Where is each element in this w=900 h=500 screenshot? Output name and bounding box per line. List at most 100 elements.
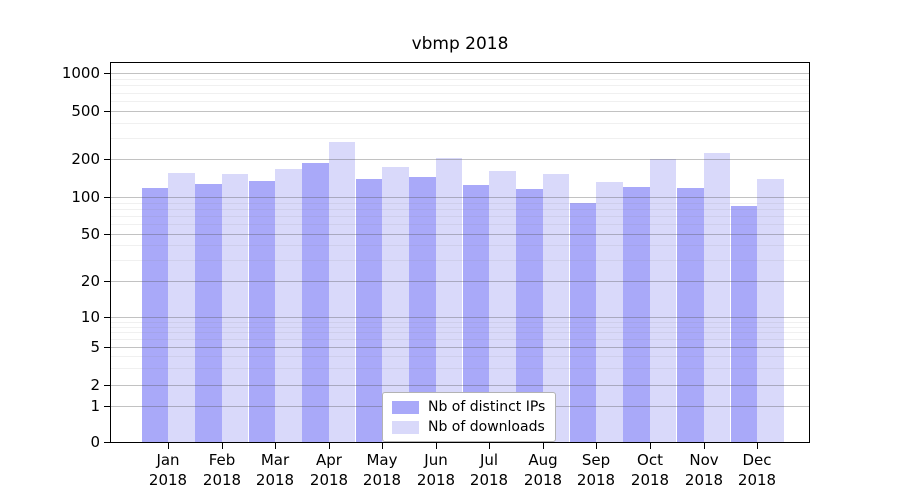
y-tick-label: 10 [80, 308, 100, 326]
bar-downloads-sep [596, 181, 623, 442]
y-tick-mark [104, 234, 110, 235]
x-tick-mark [275, 443, 276, 449]
bar-downloads-oct [649, 159, 677, 442]
x-tick-mark [329, 443, 330, 449]
bar-downloads-nov [703, 152, 730, 442]
x-tick-label-aug: Aug 2018 [523, 451, 563, 489]
gridline-minor [111, 203, 809, 204]
gridline-minor [111, 101, 809, 102]
bar-downloads-jan [168, 172, 195, 442]
x-tick-mark [596, 443, 597, 449]
gridline-major [111, 385, 809, 386]
x-tick-label-jan: Jan 2018 [148, 451, 188, 489]
chart-title: vbmp 2018 [411, 34, 509, 54]
x-tick-label-feb: Feb 2018 [202, 451, 242, 489]
gridline-major [111, 317, 809, 318]
y-tick-label: 5 [90, 338, 100, 356]
bar-distinct-ips-nov [677, 187, 704, 442]
y-tick-mark [104, 385, 110, 386]
y-tick-mark [104, 442, 110, 443]
y-tick-label: 100 [71, 188, 100, 206]
legend-label: Nb of distinct IPs [428, 399, 546, 415]
gridline-minor [111, 85, 809, 86]
legend-item-downloads: Nb of downloads [392, 419, 545, 435]
gridline-minor [111, 216, 809, 217]
x-tick-mark [704, 443, 705, 449]
x-tick-label-dec: Dec 2018 [737, 451, 777, 489]
legend-item-distinct-ips: Nb of distinct IPs [392, 399, 545, 415]
x-tick-label-jun: Jun 2018 [416, 451, 456, 489]
y-tick-label: 2 [90, 376, 100, 394]
bar-downloads-dec [757, 178, 784, 442]
bar-distinct-ips-mar [248, 180, 276, 442]
x-tick-mark [650, 443, 651, 449]
x-tick-label-apr: Apr 2018 [309, 451, 349, 489]
gridline-major [111, 281, 809, 282]
y-tick-mark [104, 197, 110, 198]
x-tick-mark [222, 443, 223, 449]
x-tick-mark [489, 443, 490, 449]
gridline-minor [111, 332, 809, 333]
bar-distinct-ips-oct [623, 186, 650, 442]
bar-distinct-ips-apr [302, 162, 329, 442]
gridline-major [111, 73, 809, 74]
gridline-major [111, 197, 809, 198]
bar-downloads-apr [328, 142, 356, 442]
plot-area [110, 62, 810, 443]
y-tick-label: 0 [90, 433, 100, 451]
y-tick-mark [104, 347, 110, 348]
bar-downloads-feb [221, 174, 249, 442]
gridline-minor [111, 123, 809, 124]
gridline-minor [111, 245, 809, 246]
y-tick-mark [104, 317, 110, 318]
y-tick-label: 50 [80, 225, 100, 243]
x-tick-label-jul: Jul 2018 [469, 451, 509, 489]
gridline-minor [111, 339, 809, 340]
x-tick-label-nov: Nov 2018 [684, 451, 724, 489]
gridline-minor [111, 322, 809, 323]
bar-distinct-ips-may [355, 178, 383, 442]
legend: Nb of distinct IPs Nb of downloads [382, 392, 557, 442]
y-tick-label: 1 [90, 397, 100, 415]
gridline-major [111, 347, 809, 348]
y-tick-label: 20 [80, 272, 100, 290]
x-tick-label-may: May 2018 [362, 451, 402, 489]
gridline-major [111, 159, 809, 160]
legend-label: Nb of downloads [428, 419, 545, 435]
x-tick-mark [382, 443, 383, 449]
y-tick-mark [104, 406, 110, 407]
gridlines-layer [111, 63, 809, 442]
gridline-major [111, 111, 809, 112]
gridline-minor [111, 368, 809, 369]
legend-swatch-downloads [392, 420, 419, 434]
x-tick-label-oct: Oct 2018 [630, 451, 670, 489]
y-tick-label: 200 [71, 150, 100, 168]
y-tick-label: 1000 [61, 64, 100, 82]
y-tick-mark [104, 73, 110, 74]
bar-distinct-ips-sep [569, 202, 597, 442]
legend-swatch-distinct-ips [392, 400, 419, 414]
x-tick-mark [168, 443, 169, 449]
x-tick-mark [436, 443, 437, 449]
gridline-minor [111, 327, 809, 328]
gridline-minor [111, 356, 809, 357]
gridline-major [111, 234, 809, 235]
y-tick-label: 500 [71, 102, 100, 120]
y-tick-mark [104, 159, 110, 160]
x-tick-mark [543, 443, 544, 449]
x-tick-mark [757, 443, 758, 449]
gridline-minor [111, 138, 809, 139]
x-tick-label-mar: Mar 2018 [255, 451, 295, 489]
bar-distinct-ips-dec [730, 205, 758, 442]
bar-distinct-ips-jan [141, 187, 168, 442]
bar-distinct-ips-feb [195, 183, 222, 442]
gridline-minor [111, 209, 809, 210]
x-tick-label-sep: Sep 2018 [576, 451, 616, 489]
gridline-minor [111, 224, 809, 225]
gridline-minor [111, 93, 809, 94]
gridline-minor [111, 79, 809, 80]
bar-downloads-mar [275, 168, 302, 442]
y-tick-mark [104, 111, 110, 112]
y-tick-mark [104, 281, 110, 282]
